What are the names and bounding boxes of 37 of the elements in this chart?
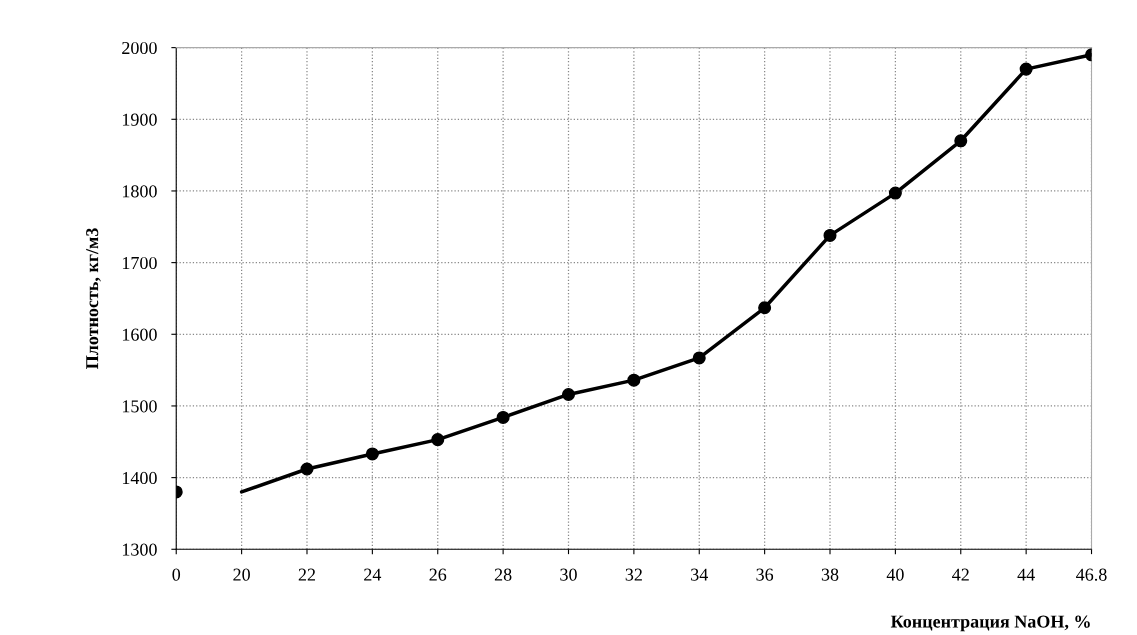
point <box>365 447 379 461</box>
x-tick-label: 44 <box>1017 568 1035 581</box>
y-axis-title: Плотность, кг/м3 <box>86 228 101 369</box>
x-tick-label: 30 <box>560 568 577 581</box>
point <box>561 387 576 401</box>
y-tick-label: 1500 <box>122 400 157 413</box>
x-tick-label: 22 <box>298 568 316 581</box>
x-tick-label: 34 <box>691 568 708 581</box>
point <box>758 301 772 315</box>
point <box>627 373 641 387</box>
x-tick-label: 46.8 <box>1076 568 1107 581</box>
y-tick-label: 1600 <box>122 328 157 341</box>
x-tick-label: 32 <box>625 568 642 581</box>
point <box>431 433 445 447</box>
point <box>823 228 837 242</box>
point <box>300 462 314 476</box>
x-tick-label: 26 <box>429 568 447 581</box>
y-tick-label: 1300 <box>122 543 157 556</box>
point <box>1019 62 1033 76</box>
point <box>692 351 706 365</box>
point <box>888 186 902 200</box>
x-tick-label: 38 <box>821 568 839 581</box>
point <box>954 134 968 148</box>
y-tick-label: 1800 <box>122 185 157 198</box>
y-tick-label: 2000 <box>122 41 157 55</box>
x-tick-label: 20 <box>233 568 250 581</box>
x-tick-label: 0 <box>172 568 181 581</box>
x-tick-label: 36 <box>756 568 774 581</box>
x-axis-title: Концентрация NaOH, % <box>890 615 1090 632</box>
y-tick-label: 1400 <box>122 471 157 485</box>
x-tick-label: 28 <box>494 568 512 581</box>
y-tick-label: 1900 <box>122 113 157 126</box>
point <box>496 410 510 424</box>
x-tick-label: 42 <box>952 568 969 581</box>
x-tick-label: 40 <box>886 568 904 581</box>
y-tick-label: 1700 <box>122 256 157 270</box>
x-tick-label: 24 <box>364 568 382 581</box>
